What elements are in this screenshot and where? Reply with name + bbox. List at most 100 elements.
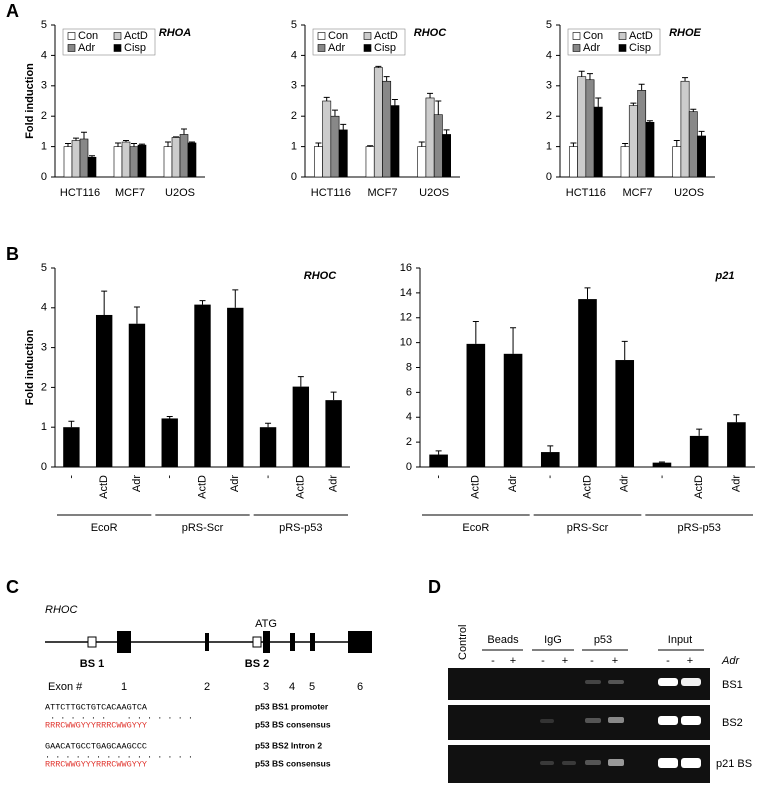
error-bar xyxy=(340,123,347,130)
chart-title: RHOC xyxy=(414,27,447,39)
bar xyxy=(680,80,690,178)
x-tick-label: HCT116 xyxy=(60,187,100,199)
error-bar xyxy=(621,340,628,361)
x-tick-label: HCT116 xyxy=(566,187,606,199)
error-bar xyxy=(139,143,145,146)
y-tick-label: 6 xyxy=(406,386,412,398)
panel-label: B xyxy=(6,244,19,264)
error-bar xyxy=(265,422,272,428)
error-bar xyxy=(418,141,425,147)
error-bar xyxy=(115,142,121,147)
sign: - xyxy=(590,655,594,667)
y-tick-label: 3 xyxy=(546,80,552,92)
sequence-label: p53 BS1 promoter xyxy=(255,701,329,711)
y-tick-label: 5 xyxy=(41,262,47,274)
group-label: EcoR xyxy=(91,522,118,534)
bar xyxy=(503,353,523,467)
error-bar xyxy=(68,420,75,428)
error-bar xyxy=(73,137,79,141)
group-label: pRS-p53 xyxy=(677,522,720,534)
y-tick-label: 8 xyxy=(406,361,412,373)
legend-label: Con xyxy=(78,30,98,42)
y-tick-label: 5 xyxy=(546,19,552,31)
error-bar xyxy=(622,143,629,147)
lane-label: Control xyxy=(457,625,469,660)
y-tick-label: 4 xyxy=(41,49,47,61)
error-bar xyxy=(367,145,374,147)
error-bar xyxy=(427,92,434,98)
bar xyxy=(179,134,189,178)
bar xyxy=(628,105,638,178)
sign: + xyxy=(687,655,693,667)
x-tick-label: - xyxy=(433,475,445,479)
consensus: RRRCWWGYYYRRRCWWGYYY xyxy=(45,720,147,730)
bar xyxy=(87,156,97,178)
legend-swatch xyxy=(113,32,122,40)
x-tick-label: HCT116 xyxy=(311,187,351,199)
bar xyxy=(577,76,587,178)
sign: + xyxy=(612,655,618,667)
y-tick-label: 0 xyxy=(406,461,412,473)
error-bar xyxy=(123,140,129,143)
error-bar xyxy=(391,98,398,106)
legend-label: Cisp xyxy=(374,42,396,54)
error-bar xyxy=(131,143,137,147)
bar xyxy=(95,314,113,467)
bar xyxy=(568,146,578,178)
legend-label: ActD xyxy=(374,30,398,42)
bar xyxy=(330,115,340,178)
bar xyxy=(63,146,73,178)
sign: + xyxy=(562,655,568,667)
sequence: GAACATGCCTGAGCAAGCCC xyxy=(45,741,147,751)
y-tick-label: 14 xyxy=(400,287,412,299)
y-tick-label: 4 xyxy=(546,49,552,61)
sequence: ATTCTTGCTGTCACAAGTCA xyxy=(45,702,148,712)
chart-title: p21 xyxy=(715,270,735,282)
x-tick-label: Adr xyxy=(619,475,631,492)
sign: - xyxy=(541,655,545,667)
legend-label: Adr xyxy=(328,42,345,54)
bar xyxy=(442,134,451,178)
y-tick-label: 5 xyxy=(41,19,47,31)
legend-label: Cisp xyxy=(629,42,651,54)
y-tick-label: 1 xyxy=(41,141,47,153)
exon xyxy=(310,633,315,651)
error-bar xyxy=(646,120,653,123)
legend-label: ActD xyxy=(124,30,148,42)
bar xyxy=(113,146,123,178)
y-tick-label: 1 xyxy=(41,421,47,433)
error-bar xyxy=(472,320,479,344)
bar xyxy=(417,146,427,178)
y-axis-label: Fold induction xyxy=(24,63,36,139)
bar xyxy=(727,422,746,467)
legend-box xyxy=(62,28,156,56)
row-label: BS2 xyxy=(722,717,743,729)
y-tick-label: 2 xyxy=(41,110,47,122)
y-tick-label: 0 xyxy=(41,171,47,183)
exon-number: 1 xyxy=(121,681,127,693)
bar xyxy=(63,427,80,467)
error-bar xyxy=(673,140,680,147)
x-tick-label: Adr xyxy=(328,475,340,492)
y-tick-label: 3 xyxy=(41,342,47,354)
error-bar xyxy=(586,73,593,80)
error-bar xyxy=(181,128,187,135)
x-tick-label: Adr xyxy=(730,475,742,492)
bar xyxy=(429,454,448,467)
bar xyxy=(620,146,630,178)
bar xyxy=(593,106,603,178)
row-label: p21 BS xyxy=(716,758,752,770)
consensus: RRRCWWGYYYRRRCWWGYYY xyxy=(45,759,147,769)
error-bar xyxy=(165,141,171,147)
legend-box xyxy=(312,28,406,56)
sign: - xyxy=(491,655,495,667)
bar xyxy=(637,90,647,178)
y-tick-label: 4 xyxy=(41,302,47,314)
y-tick-label: 12 xyxy=(400,312,412,324)
x-tick-label: ActD xyxy=(295,475,307,499)
panel-label: D xyxy=(428,577,441,597)
error-bar xyxy=(443,129,450,135)
error-bar xyxy=(435,100,442,115)
treatment-label: Adr xyxy=(721,655,740,667)
x-tick-label: - xyxy=(544,475,556,479)
